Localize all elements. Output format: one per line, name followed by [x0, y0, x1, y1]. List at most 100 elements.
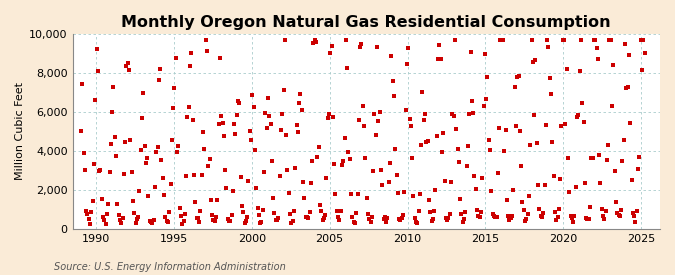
Point [242, 215, 252, 219]
Point [620, 42, 630, 46]
Point [90, 98, 101, 103]
Point [180, 212, 190, 216]
Point [454, 160, 464, 164]
Point [611, 200, 622, 204]
Point [439, 179, 450, 183]
Point [443, 216, 454, 220]
Point [316, 209, 327, 213]
Point [604, 38, 615, 42]
Point [529, 113, 539, 117]
Point [294, 101, 304, 106]
Point [161, 219, 172, 223]
Point [561, 67, 572, 71]
Point [82, 211, 93, 216]
Point [621, 86, 632, 90]
Point [634, 155, 645, 160]
Point [239, 221, 250, 225]
Point [269, 211, 280, 216]
Point [632, 167, 643, 172]
Point [577, 100, 588, 105]
Point [157, 176, 168, 180]
Point [510, 124, 521, 128]
Point [312, 155, 323, 160]
Point [263, 96, 273, 100]
Point [637, 68, 647, 72]
Point [585, 204, 595, 209]
Point [340, 38, 351, 42]
Point [188, 173, 199, 177]
Point [568, 220, 578, 224]
Point [115, 218, 126, 222]
Point [156, 158, 167, 162]
Point [504, 218, 515, 222]
Point [300, 215, 311, 219]
Point [587, 156, 598, 160]
Point [506, 216, 516, 220]
Point [458, 220, 468, 224]
Point [423, 139, 433, 144]
Point [497, 38, 508, 42]
Point [433, 56, 443, 61]
Point [288, 209, 299, 214]
Point [525, 143, 536, 147]
Point [308, 40, 319, 45]
Point [437, 150, 448, 155]
Point [225, 218, 236, 223]
Point [426, 218, 437, 223]
Point [574, 69, 585, 73]
Y-axis label: Million Cubic Feet: Million Cubic Feet [15, 82, 25, 180]
Point [281, 133, 292, 137]
Point [496, 38, 507, 42]
Point [198, 130, 209, 134]
Point [468, 111, 479, 115]
Point [244, 129, 255, 133]
Point [351, 211, 362, 215]
Point [418, 118, 429, 122]
Point [455, 197, 466, 201]
Point [178, 219, 189, 223]
Point [98, 215, 109, 219]
Point [325, 51, 335, 56]
Point [122, 61, 133, 65]
Point [429, 209, 439, 213]
Point [170, 56, 181, 60]
Point [205, 198, 216, 202]
Point [367, 215, 377, 219]
Point [556, 124, 567, 128]
Point [520, 219, 531, 223]
Point [420, 112, 431, 117]
Point [275, 128, 286, 132]
Point [518, 208, 529, 212]
Point [346, 192, 356, 196]
Point [181, 173, 192, 178]
Point [446, 179, 456, 184]
Point [343, 150, 354, 154]
Point [238, 210, 248, 214]
Point [165, 182, 176, 186]
Point [91, 46, 102, 51]
Point [475, 210, 486, 214]
Point [284, 191, 294, 195]
Point [462, 144, 473, 148]
Point [208, 218, 219, 222]
Point [160, 214, 171, 219]
Text: Source: U.S. Energy Information Administration: Source: U.S. Energy Information Administ… [54, 262, 286, 272]
Point [322, 116, 333, 120]
Point [596, 207, 607, 211]
Point [261, 126, 272, 130]
Point [614, 214, 625, 218]
Point [414, 192, 425, 196]
Point [305, 180, 316, 185]
Point [124, 68, 134, 72]
Point [83, 217, 94, 221]
Point [337, 163, 348, 167]
Point [109, 134, 120, 139]
Point [412, 221, 423, 225]
Point [185, 64, 196, 68]
Point [438, 131, 449, 135]
Point [199, 147, 210, 151]
Point [483, 138, 494, 142]
Point [512, 75, 522, 79]
Point [99, 218, 110, 222]
Point [451, 127, 462, 131]
